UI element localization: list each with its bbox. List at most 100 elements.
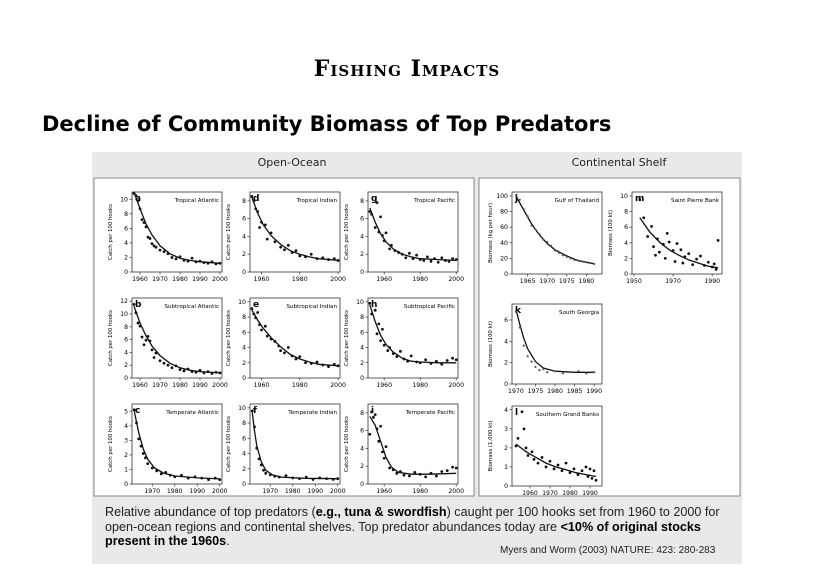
data-point-l-20 (584, 465, 588, 469)
data-point-j-2 (522, 208, 525, 211)
data-point-h-10 (391, 352, 395, 356)
data-point-i-9 (384, 445, 388, 449)
data-point-a-23 (202, 261, 206, 264)
data-point-f-0 (250, 409, 254, 413)
x-tick-label-d: 1960 (254, 276, 270, 283)
chart-f: f Temperate Indian Catch per 100 hooks 1970… (226, 403, 346, 495)
data-point-j-6 (538, 233, 541, 236)
data-point-b-27 (218, 371, 222, 375)
x-tick-label-i: 2000 (448, 488, 464, 495)
data-point-d-19 (321, 256, 325, 260)
y-tick-label-m: 4 (624, 240, 628, 247)
y-tick-label-f: 10 (238, 405, 246, 412)
data-point-h-22 (445, 359, 449, 362)
data-point-e-4 (258, 323, 261, 327)
data-point-a-3 (138, 207, 142, 211)
data-point-j-7 (542, 238, 545, 241)
panel-frame-open-ocean (93, 177, 475, 497)
data-point-g-17 (415, 253, 418, 257)
data-point-m-0 (638, 198, 642, 202)
data-point-e-13 (286, 346, 290, 349)
y-axis-label-g: Catch per 100 hooks (344, 204, 350, 260)
data-point-h-4 (377, 322, 381, 326)
panel-letter-h: h (371, 300, 377, 310)
data-point-j-0 (514, 194, 518, 198)
data-point-g-3 (375, 201, 379, 205)
data-point-i-10 (388, 466, 391, 470)
data-point-i-21 (440, 470, 444, 473)
data-point-a-1 (134, 194, 138, 198)
data-point-h-13 (402, 357, 406, 361)
data-point-k-10 (561, 372, 564, 375)
y-tick-label-j: 100 (496, 193, 508, 200)
data-point-c-13 (180, 473, 183, 477)
data-point-j-19 (589, 261, 592, 265)
y-tick-label-c: 3 (124, 437, 128, 444)
citation: Myers and Worm (2003) NATURE: 423: 280-2… (500, 545, 716, 556)
group-label-continental-shelf: Continental Shelf (572, 156, 668, 169)
x-tick-label-a: 1960 (132, 276, 148, 283)
data-point-d-14 (294, 249, 298, 253)
data-point-e-22 (332, 362, 336, 366)
data-point-l-10 (544, 465, 548, 469)
chart-title-c: Temperate Atlantic (165, 410, 219, 416)
data-point-d-8 (269, 231, 273, 235)
data-point-e-2 (254, 316, 258, 320)
data-point-g-15 (408, 251, 411, 255)
y-tick-label-i: 8 (360, 410, 364, 417)
data-point-d-4 (258, 226, 261, 229)
data-point-e-17 (304, 361, 307, 365)
data-point-m-4 (652, 245, 655, 249)
data-point-j-10 (553, 249, 557, 252)
data-point-b-20 (190, 370, 194, 373)
data-point-d-20 (327, 258, 330, 261)
data-point-b-11 (154, 351, 158, 355)
data-point-k-2 (522, 344, 525, 347)
data-point-i-0 (368, 432, 372, 436)
panel-letter-a: a (135, 194, 141, 204)
data-point-l-24 (592, 469, 596, 473)
data-point-d-0 (250, 195, 254, 198)
data-point-a-26 (214, 262, 218, 266)
data-point-d-13 (290, 251, 294, 254)
data-point-m-10 (665, 231, 669, 235)
x-tick-label-f: 1980 (285, 488, 301, 495)
data-point-i-15 (408, 474, 411, 478)
data-point-i-24 (454, 466, 458, 470)
data-point-b-25 (210, 372, 214, 375)
y-tick-label-e: 8 (242, 314, 246, 321)
data-point-b-18 (182, 369, 186, 373)
data-point-h-8 (386, 349, 390, 352)
y-tick-label-j: 0 (504, 271, 508, 278)
fit-line-k (515, 309, 595, 373)
figure-chart-grid: Open-Ocean Continental Shelf a Tropical A… (93, 156, 741, 497)
data-point-l-15 (564, 461, 568, 465)
chart-title-k: South Georgia (559, 310, 599, 316)
x-tick-label-j: 1970 (539, 278, 555, 285)
data-point-j-14 (569, 257, 572, 260)
data-point-j-12 (561, 254, 564, 257)
panel-letter-e: e (253, 300, 259, 310)
y-tick-label-e: 10 (238, 299, 246, 306)
data-point-b-1 (134, 311, 138, 315)
data-point-g-13 (400, 252, 404, 256)
data-point-m-8 (661, 242, 665, 246)
y-tick-label-a: 2 (124, 254, 128, 261)
plot-frame-h (367, 297, 459, 379)
y-tick-label-c: 0 (124, 481, 128, 488)
data-point-h-17 (418, 361, 422, 365)
data-point-b-21 (194, 370, 198, 374)
data-point-b-23 (202, 371, 206, 375)
data-point-d-7 (265, 237, 269, 241)
data-point-f-4 (259, 463, 263, 467)
data-point-c-4 (141, 452, 145, 455)
data-point-l-23 (590, 476, 594, 480)
data-point-g-1 (370, 212, 373, 216)
data-point-l-19 (580, 469, 584, 473)
data-point-m-15 (679, 248, 683, 252)
data-point-e-12 (283, 351, 286, 355)
y-tick-label-l: 4 (504, 407, 508, 414)
panel-letter-d: d (253, 194, 259, 204)
panel-letter-k: k (515, 306, 522, 316)
x-tick-label-h: 2000 (448, 382, 464, 389)
